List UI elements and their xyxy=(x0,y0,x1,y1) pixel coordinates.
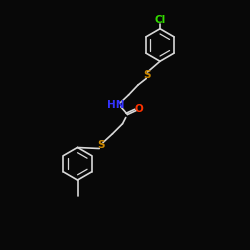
Text: S: S xyxy=(144,70,151,80)
Text: S: S xyxy=(97,140,104,150)
Text: O: O xyxy=(134,104,143,114)
Text: Cl: Cl xyxy=(154,15,166,25)
Text: HN: HN xyxy=(108,100,125,110)
